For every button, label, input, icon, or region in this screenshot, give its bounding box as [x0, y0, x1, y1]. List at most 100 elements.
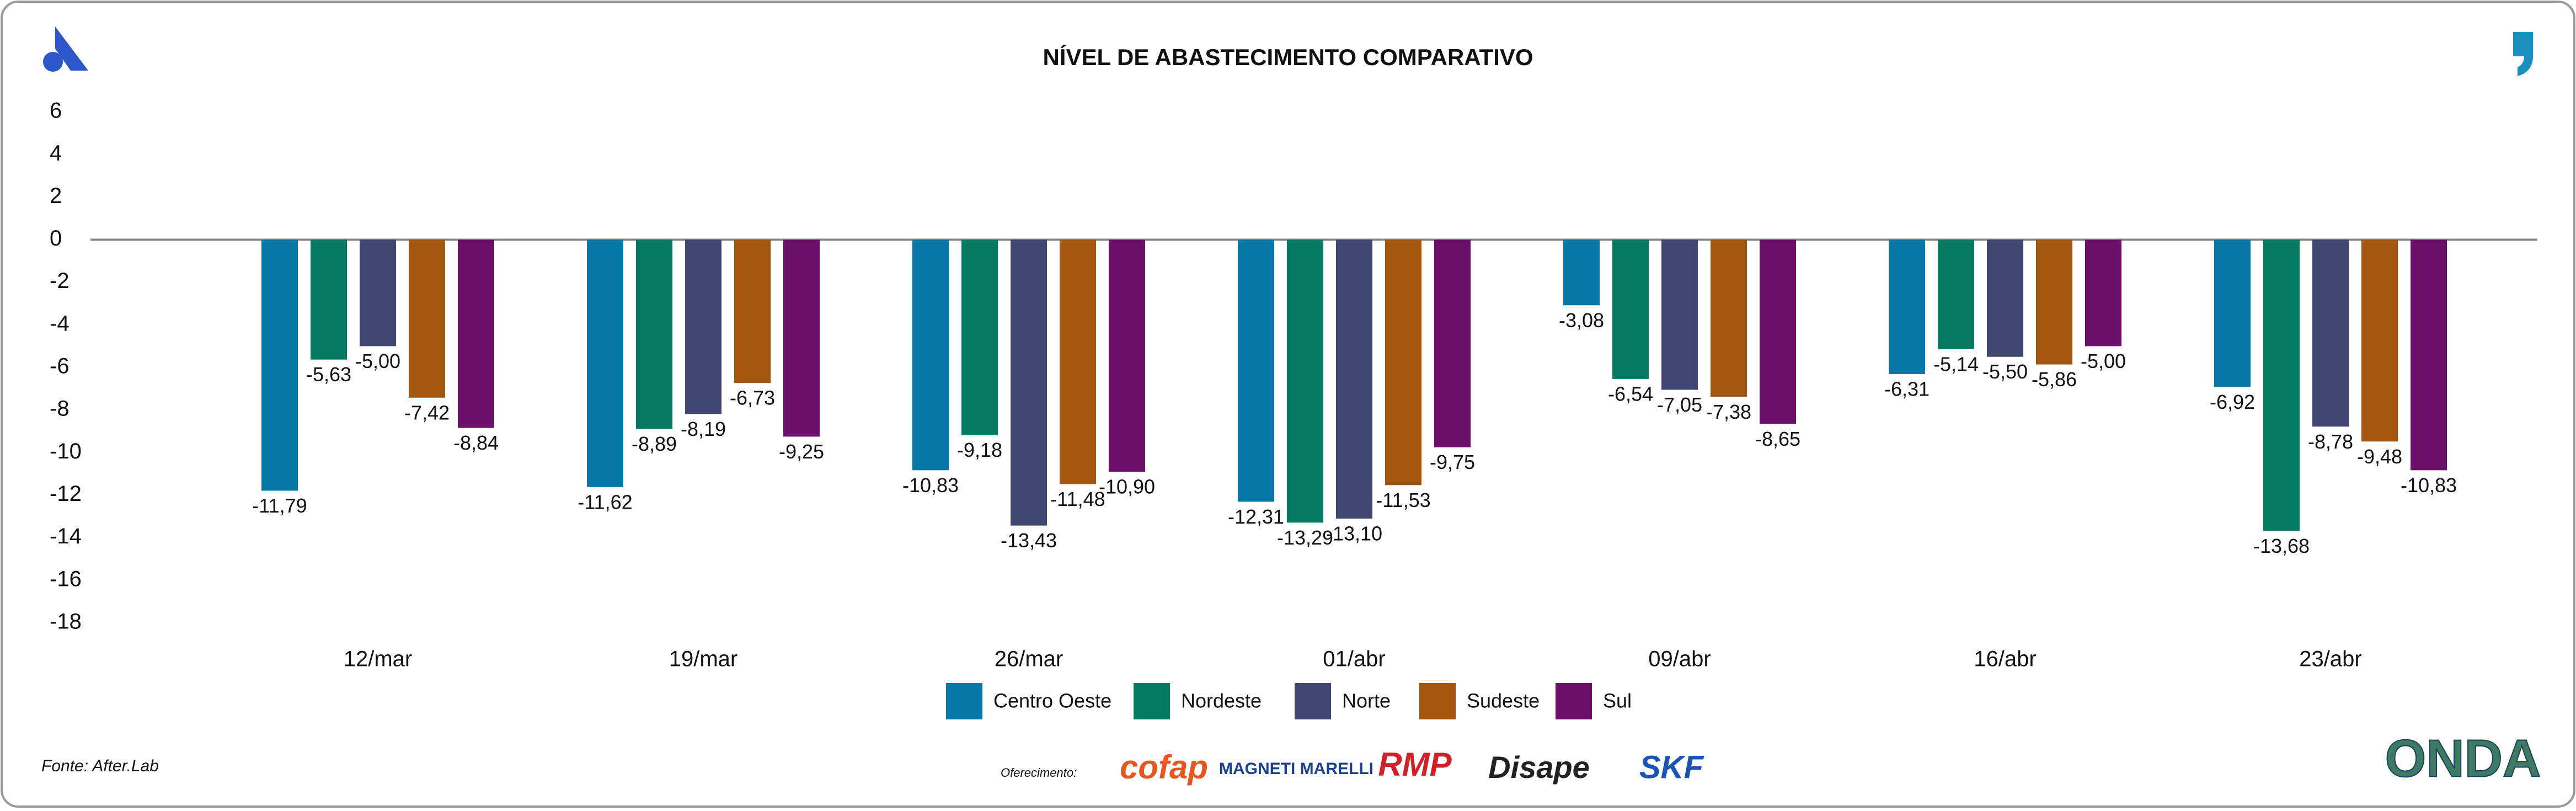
data-label: -11,79 [252, 494, 307, 517]
bar [734, 239, 771, 383]
legend-swatch [1419, 683, 1456, 719]
data-label: -11,53 [1376, 489, 1430, 511]
y-tick-label: -18 [50, 610, 82, 634]
bar [587, 239, 623, 487]
bar [360, 239, 396, 346]
y-tick-label: -6 [50, 354, 70, 378]
bar [2263, 239, 2300, 531]
data-label: -5,00 [355, 350, 400, 372]
legend-swatch [1295, 683, 1331, 719]
data-label: -9,18 [957, 439, 1002, 461]
bar [1109, 239, 1145, 472]
data-label: -6,92 [2210, 391, 2255, 413]
bar [2411, 239, 2447, 471]
y-tick-label: -8 [50, 397, 70, 421]
bar [1612, 239, 1649, 379]
data-label: -10,90 [1099, 476, 1155, 498]
y-tick-label: 0 [50, 226, 62, 250]
data-label: -12,31 [1228, 505, 1284, 528]
logo-shape [55, 26, 88, 71]
x-tick-label: 19/mar [669, 647, 738, 671]
sponsor-logo: SKF [1639, 749, 1704, 785]
data-label: -5,63 [306, 363, 351, 386]
data-label: -8,65 [1755, 428, 1800, 450]
data-label: -7,38 [1706, 401, 1751, 423]
chart-title: NÍVEL DE ABASTECIMENTO COMPARATIVO [1043, 44, 1533, 70]
data-label: -5,00 [2081, 350, 2126, 372]
bar [311, 239, 347, 360]
legend-label: Sudeste [1467, 690, 1540, 712]
data-label: -6,31 [1884, 377, 1930, 400]
legend-label: Sul [1603, 690, 1632, 712]
bar [1889, 239, 1925, 374]
x-tick-label: 16/abr [1974, 647, 2036, 671]
bar [1336, 239, 1372, 519]
y-tick-label: 6 [50, 99, 62, 123]
brand-logo: ONDA [2385, 729, 2541, 788]
data-label: -7,42 [404, 401, 450, 424]
bar [1661, 239, 1698, 390]
bar [783, 239, 820, 437]
bar [2312, 239, 2349, 427]
legend-label: Centro Oeste [993, 690, 1111, 712]
x-tick-label: 09/abr [1648, 647, 1711, 671]
bar [458, 239, 494, 428]
data-label: -9,48 [2357, 445, 2402, 468]
bar [1760, 239, 1796, 424]
data-label: -13,29 [1277, 526, 1333, 549]
logo-dot [43, 52, 63, 72]
sponsor-logo: Disape [1488, 750, 1590, 785]
bar [409, 239, 445, 398]
bar [1987, 239, 2023, 357]
x-tick-label: 26/mar [995, 647, 1063, 671]
bar [261, 239, 298, 491]
y-tick-label: 2 [50, 184, 62, 208]
bar [1385, 239, 1421, 485]
bar [1238, 239, 1274, 502]
sponsor-logo: RMP [1378, 746, 1452, 783]
bar [2085, 239, 2121, 346]
legend-swatch [946, 683, 982, 719]
bar [636, 239, 672, 429]
x-tick-label: 23/abr [2299, 647, 2361, 671]
bar [1060, 239, 1096, 484]
data-label: -5,50 [1982, 360, 2028, 383]
data-label: -11,48 [1050, 488, 1105, 510]
data-label: -8,89 [632, 433, 677, 455]
y-tick-label: -2 [50, 269, 70, 293]
data-label: -5,14 [1933, 353, 1979, 375]
logo-icon [43, 26, 88, 72]
data-label: -13,43 [1001, 529, 1057, 552]
y-tick-label: 4 [50, 141, 62, 166]
quote-icon [2513, 32, 2533, 76]
data-label: -5,86 [2032, 368, 2077, 391]
sponsor-label: Oferecimento: [1001, 766, 1077, 780]
x-tick-label: 12/mar [344, 647, 413, 671]
bar [1711, 239, 1747, 397]
data-label: -13,68 [2253, 535, 2310, 557]
y-tick-label: -4 [50, 311, 70, 335]
bar [1563, 239, 1600, 306]
bar [1011, 239, 1047, 526]
data-label: -9,75 [1430, 451, 1475, 473]
data-label: -13,10 [1326, 522, 1382, 545]
data-label: -7,05 [1657, 393, 1702, 416]
sponsor-logo: cofap [1120, 749, 1208, 786]
bar [912, 239, 949, 471]
data-label: -6,73 [730, 387, 775, 409]
legend-swatch [1134, 683, 1170, 719]
data-label: -10,83 [2401, 474, 2457, 497]
x-tick-label: 01/abr [1323, 647, 1385, 671]
data-label: -8,78 [2308, 430, 2353, 453]
y-tick-label: -12 [50, 482, 82, 506]
bar [2361, 239, 2398, 442]
data-label: -11,62 [578, 490, 632, 513]
data-label: -9,25 [779, 440, 824, 463]
bar [961, 239, 998, 435]
bar [1287, 239, 1323, 523]
legend-swatch [1556, 683, 1592, 719]
bar [1434, 239, 1471, 447]
data-label: -10,83 [902, 474, 959, 497]
bar [1938, 239, 1974, 349]
